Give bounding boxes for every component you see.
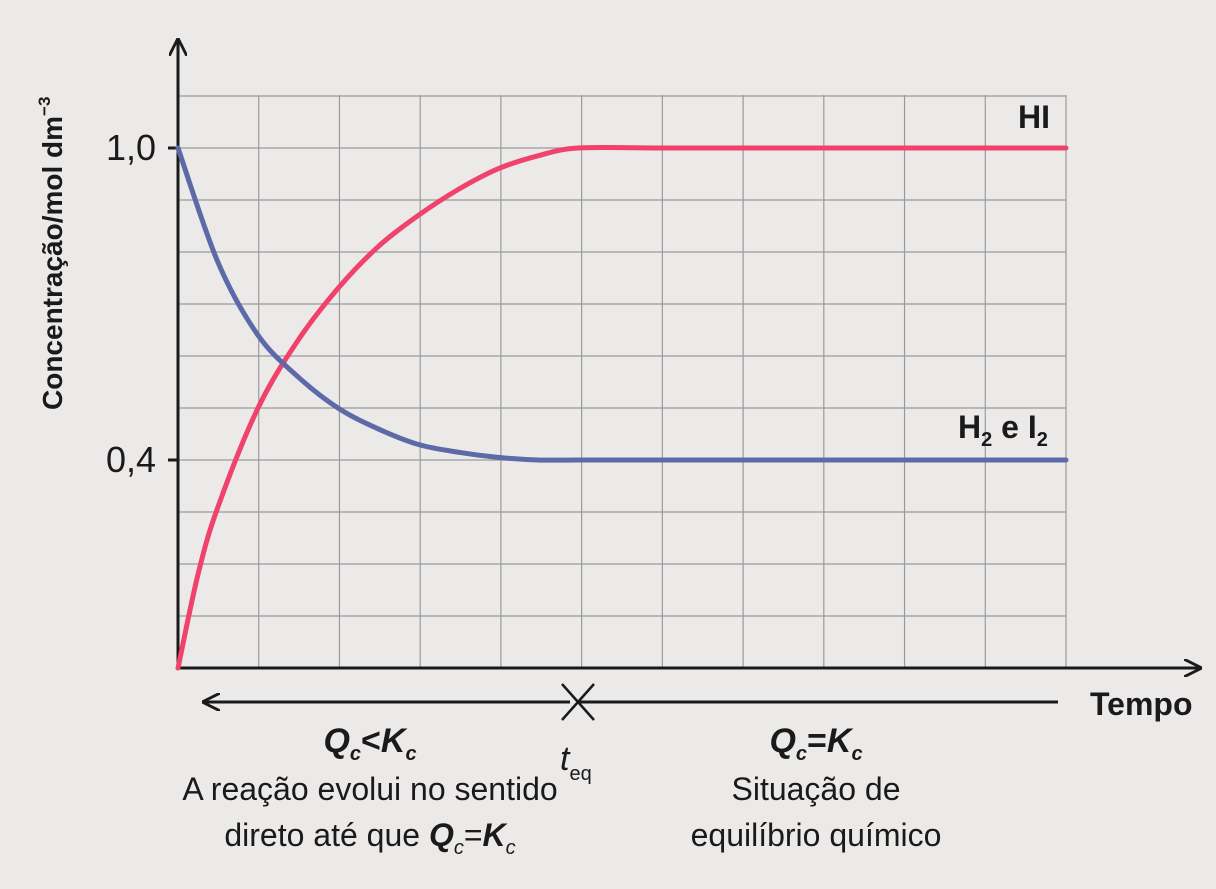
left-caption-line1: A reação evolui no sentido <box>182 771 557 807</box>
y-axis-label: Concentração/mol dm−3 <box>35 97 68 410</box>
right-relation: Qc=Kc <box>769 722 862 765</box>
series-lines <box>175 144 1069 671</box>
y-tick-label: 1,0 <box>106 127 156 168</box>
left-caption-line2: direto até que Qc=Kc <box>224 817 515 859</box>
series-label-h2-i2: H2 e I2 <box>958 409 1048 451</box>
t-eq-cross-marker <box>561 683 595 721</box>
series-label-hi: HI <box>1018 99 1050 135</box>
t-eq-label: teq <box>560 740 592 785</box>
left-relation: Qc<Kc <box>323 722 416 765</box>
x-axis-label: Tempo <box>1090 686 1193 722</box>
right-caption-line2: equilíbrio químico <box>691 817 942 853</box>
grid <box>178 95 1067 668</box>
y-ticks: 1,0 0,4 <box>106 127 178 480</box>
series-line-hi <box>175 144 1069 671</box>
series-line-h2-i2 <box>175 145 1069 463</box>
y-tick-label: 0,4 <box>106 439 156 480</box>
right-caption-line1: Situação de <box>731 771 900 807</box>
